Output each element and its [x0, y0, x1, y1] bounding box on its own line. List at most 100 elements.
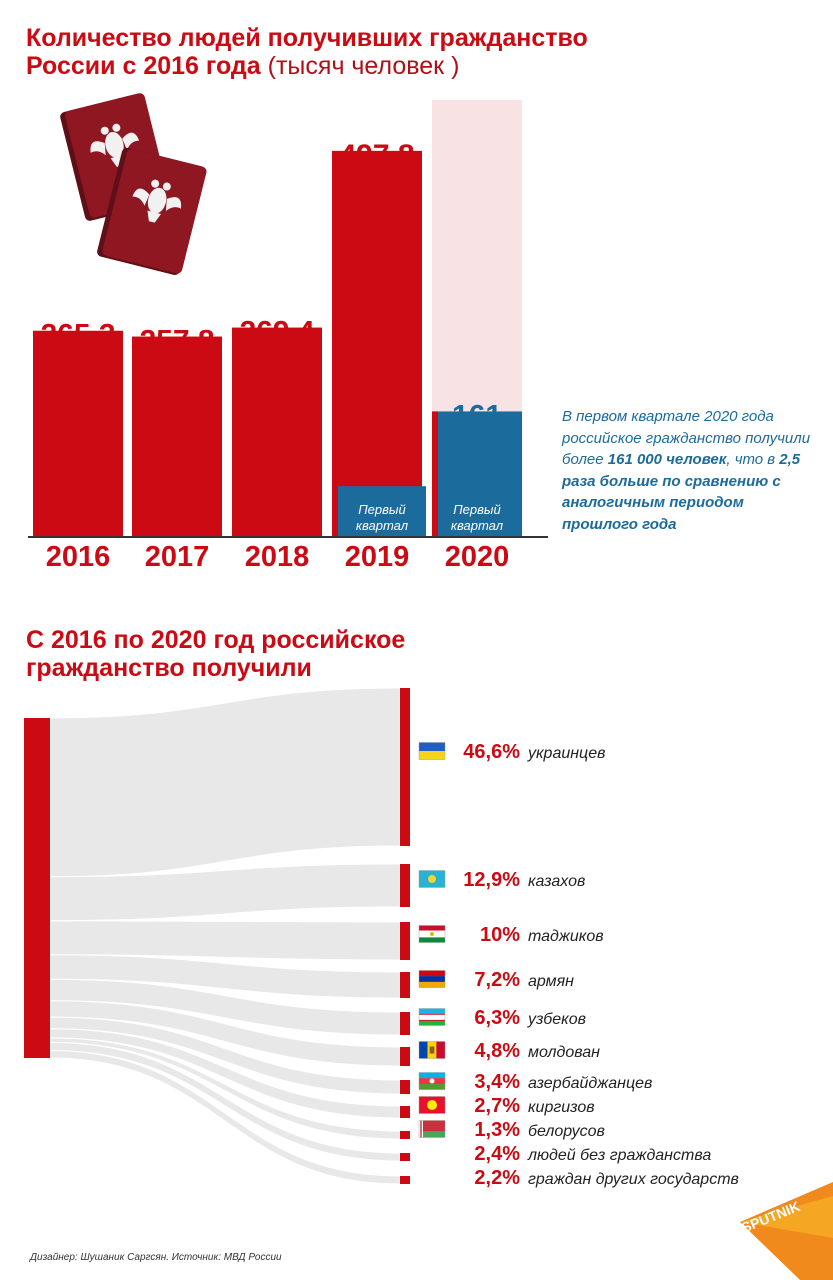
sputnik-logo-highlight [740, 1196, 833, 1238]
category-label: таджиков [528, 928, 604, 945]
flag-border [418, 970, 446, 988]
passport-icon [97, 147, 207, 275]
flag-stripe [419, 1013, 445, 1021]
flag-stripe [419, 976, 445, 983]
target-node-6 [400, 1080, 410, 1094]
flag-icon-by [418, 1120, 446, 1138]
category-label: молдован [528, 1044, 600, 1061]
percent-label: 7,2% [474, 969, 520, 991]
eagle-body [147, 187, 167, 214]
year-label-2016: 2016 [46, 541, 111, 573]
flag-icon-kg [418, 1096, 446, 1114]
category-label: белорусов [528, 1123, 605, 1140]
percent-label: 3,4% [474, 1071, 520, 1093]
note-part1: В первом квартале 2020 года российское г… [562, 408, 811, 468]
eagle-head-right [112, 123, 121, 132]
flow-0 [49, 687, 401, 878]
note-bold1: 161 000 человек [607, 451, 727, 468]
bar-2018 [232, 327, 322, 536]
value-label-2017: 257.8 [139, 325, 214, 358]
percent-label: 12,9% [463, 869, 520, 891]
target-node-7 [400, 1106, 410, 1118]
credit: Дизайнер: Шушаник Саргсян. Источник: МВД… [30, 1252, 282, 1263]
flag-icon-ua [418, 742, 446, 760]
flag-stripe [419, 937, 445, 943]
quarter-label-2020: Первый [453, 502, 500, 517]
flag-border [418, 1041, 446, 1059]
chart-title-text: Количество людей получивших гражданство … [26, 24, 588, 80]
flag-stripe [419, 742, 445, 752]
flow-3 [49, 954, 401, 999]
flag-stripe [419, 981, 445, 988]
flag-stripe [419, 1072, 445, 1079]
flag-border [418, 870, 446, 888]
flag-icon-az [418, 1072, 446, 1090]
percent-label: 2,4% [474, 1143, 520, 1165]
flag-ornament-pattern [420, 1120, 422, 1138]
flag-border [418, 1072, 446, 1090]
bar-2020-edge [432, 411, 438, 536]
eagle-head-left [100, 126, 109, 135]
bar-2016 [33, 330, 123, 536]
target-node-0 [400, 688, 410, 846]
value-label-2016: 265.3 [40, 319, 115, 352]
percent-label: 10% [480, 924, 520, 946]
category-label: узбеков [527, 1011, 586, 1028]
bar-2017 [132, 336, 222, 536]
category-label: граждан других государств [528, 1171, 739, 1188]
flag-stripe [419, 751, 445, 760]
chart-title: Количество людей получивших гражданство … [26, 24, 666, 80]
percent-label: 6,3% [474, 1007, 520, 1029]
flag-emblem [429, 1046, 435, 1054]
year-label-2020: 2020 [445, 541, 510, 573]
source-node [24, 718, 50, 1058]
quarter-label-2020: квартал [451, 518, 504, 533]
year-label-2017: 2017 [145, 541, 210, 573]
flag-icon-kz [418, 870, 446, 888]
flag-border [418, 925, 446, 943]
flag-stripe [419, 1020, 445, 1026]
eagle-wing-left [90, 141, 106, 156]
flag-border [418, 1120, 446, 1138]
eagle-wing-right [122, 132, 140, 150]
quarter-label-2019: Первый [358, 502, 405, 517]
flag-crown [430, 932, 434, 936]
sankey-title: С 2016 по 2020 год российское гражданств… [26, 626, 406, 682]
note-part2: , что в [726, 451, 780, 468]
category-label: армян [528, 973, 574, 990]
sputnik-logo: SPUTNIK [739, 1182, 833, 1280]
percent-label: 46,6% [463, 741, 520, 763]
bar-chart: 265.3 2016 257.8 2017 269.4 2018 497.8 2019 161 2… [28, 100, 548, 573]
flag-icon-am [418, 970, 446, 988]
flag-line [419, 1013, 445, 1015]
target-node-3 [400, 972, 410, 998]
eagle-body [105, 131, 124, 158]
eagle-tail [147, 210, 162, 223]
flag-crescent [429, 1078, 435, 1084]
chart-unit: (тысяч человек ) [267, 52, 460, 80]
year-label-2018: 2018 [245, 541, 310, 573]
value-label-2019: 497.8 [339, 139, 414, 172]
flag-border [418, 742, 446, 760]
target-node-2 [400, 922, 410, 960]
category-label: азербайджанцев [528, 1075, 652, 1092]
flag-stripe [419, 1120, 445, 1132]
bar-2020 [432, 411, 522, 536]
eagle-wing-left [132, 188, 150, 206]
note-bold2: 2,5 раза больше по сравнению с аналогичн… [562, 451, 801, 533]
flag-sun [427, 1100, 437, 1110]
category-label: киргизов [528, 1099, 595, 1116]
target-node-1 [400, 864, 410, 907]
target-node-5 [400, 1047, 410, 1066]
quarter-label-2019: квартал [356, 518, 409, 533]
year-label-2019: 2019 [345, 541, 410, 573]
percent-label: 1,3% [474, 1119, 520, 1141]
flag-sun [428, 875, 436, 883]
target-node-9 [400, 1153, 410, 1161]
flow-2 [49, 920, 401, 961]
target-node-8 [400, 1131, 410, 1139]
note-text: В первом квартале 2020 года российское г… [562, 406, 812, 535]
flag-stripe [419, 970, 445, 977]
value-label-2018: 269.4 [239, 316, 314, 349]
